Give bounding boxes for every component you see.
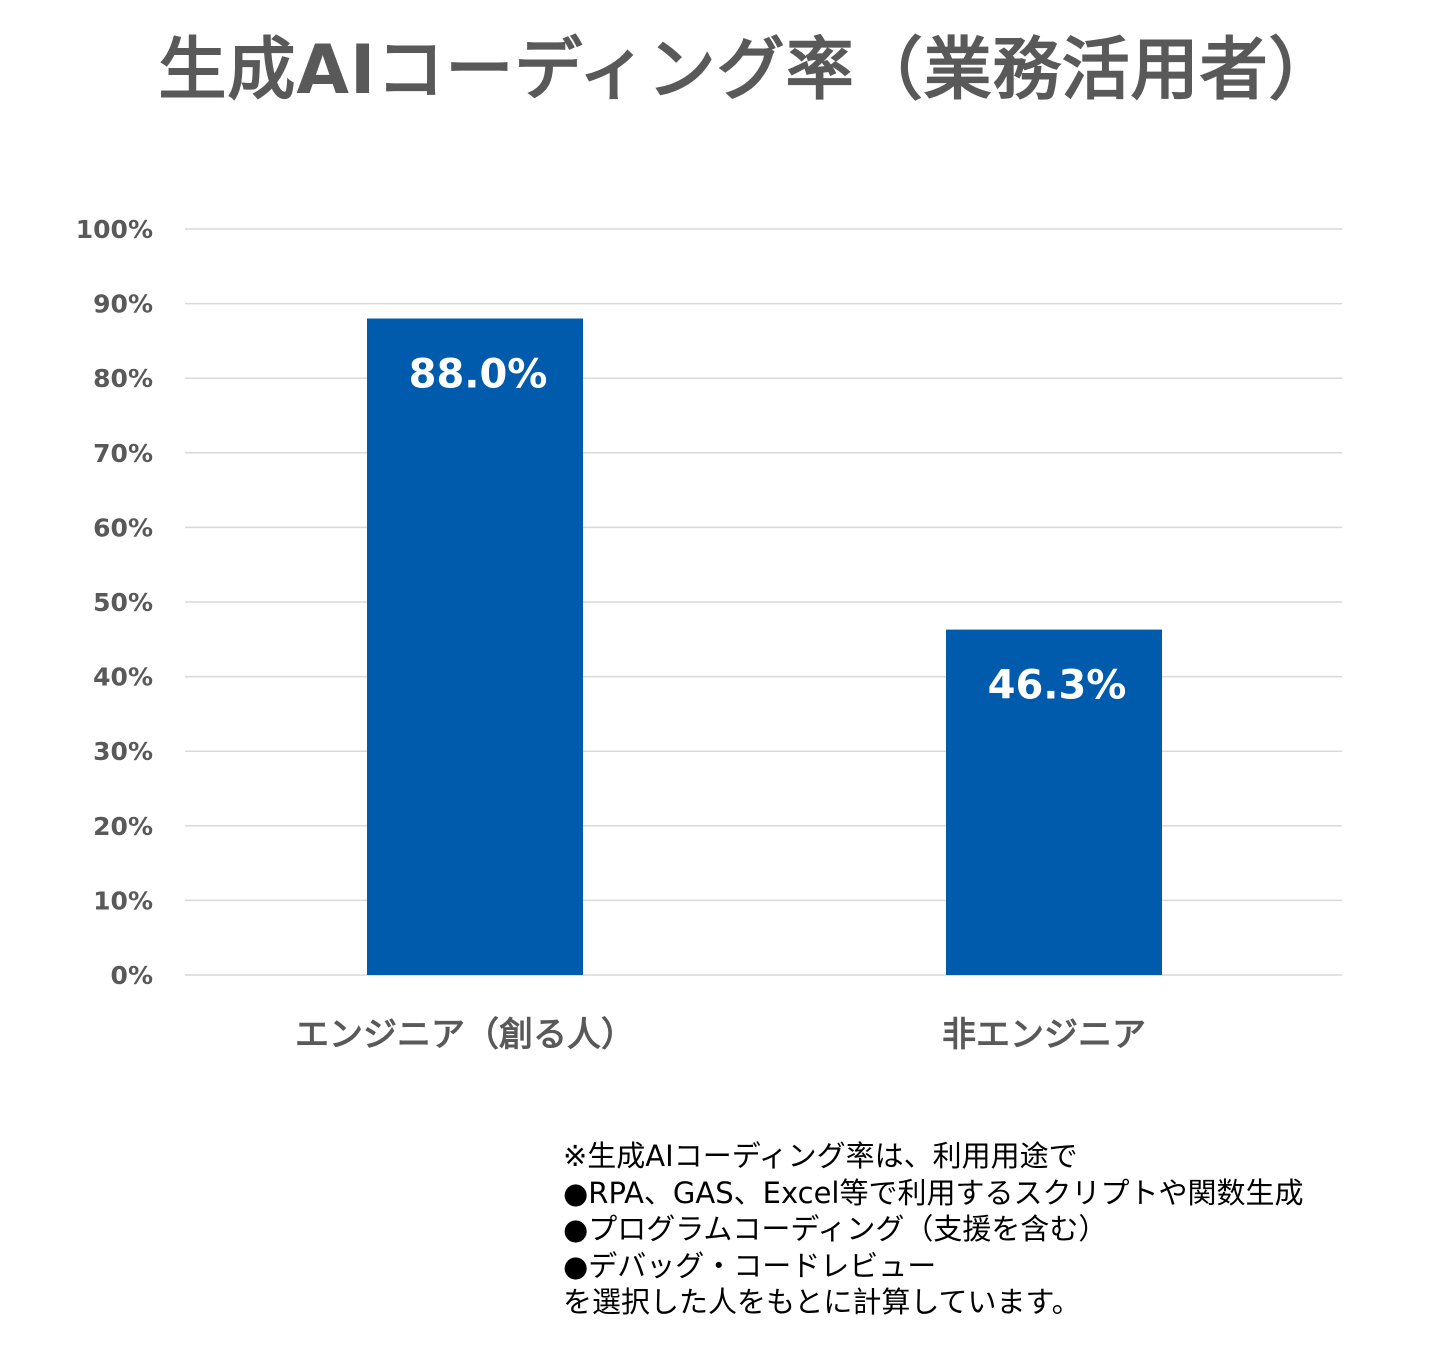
y-tick-label: 90% xyxy=(93,290,153,319)
bars xyxy=(367,318,1162,975)
footnote: ※生成AIコーディング率は、利用用途で ●RPA、GAS、Excel等で利用する… xyxy=(563,1138,1303,1321)
y-tick-label: 50% xyxy=(93,588,153,617)
y-tick-label: 100% xyxy=(76,215,153,244)
y-tick-label: 0% xyxy=(111,961,153,990)
y-tick-label: 70% xyxy=(93,439,153,468)
footnote-line: ●RPA、GAS、Excel等で利用するスクリプトや関数生成 xyxy=(563,1175,1304,1210)
data-label: 88.0% xyxy=(409,352,548,398)
footnote-line: ※生成AIコーディング率は、利用用途で xyxy=(563,1139,1078,1173)
bar xyxy=(946,629,1162,975)
category-label: エンジニア（創る人） xyxy=(295,1015,635,1055)
y-tick-label: 30% xyxy=(93,737,153,766)
y-tick-label: 80% xyxy=(93,364,153,393)
chart-title: 生成AIコーディング率（業務活用者） xyxy=(158,31,1338,110)
y-axis-tick-labels: 0% 10% 20% 30% 40% 50% 60% 70% 80% 90% 100% xyxy=(76,215,153,990)
data-label: 46.3% xyxy=(988,663,1127,709)
bar xyxy=(367,318,583,975)
y-tick-label: 60% xyxy=(93,513,153,542)
footnote-line: ●デバッグ・コードレビュー xyxy=(563,1248,937,1283)
y-tick-label: 40% xyxy=(93,663,153,692)
y-tick-label: 20% xyxy=(93,812,153,841)
x-axis-category-labels: エンジニア（創る人） 非エンジニア xyxy=(295,1015,1146,1055)
footnote-line: を選択した人をもとに計算しています。 xyxy=(563,1285,1081,1319)
y-tick-label: 10% xyxy=(93,886,153,915)
footnote-line: ●プログラムコーディング（支援を含む） xyxy=(563,1212,1108,1246)
data-labels: 88.0% 46.3% xyxy=(409,352,1127,709)
gridlines xyxy=(185,228,1342,976)
category-label: 非エンジニア xyxy=(942,1015,1146,1055)
